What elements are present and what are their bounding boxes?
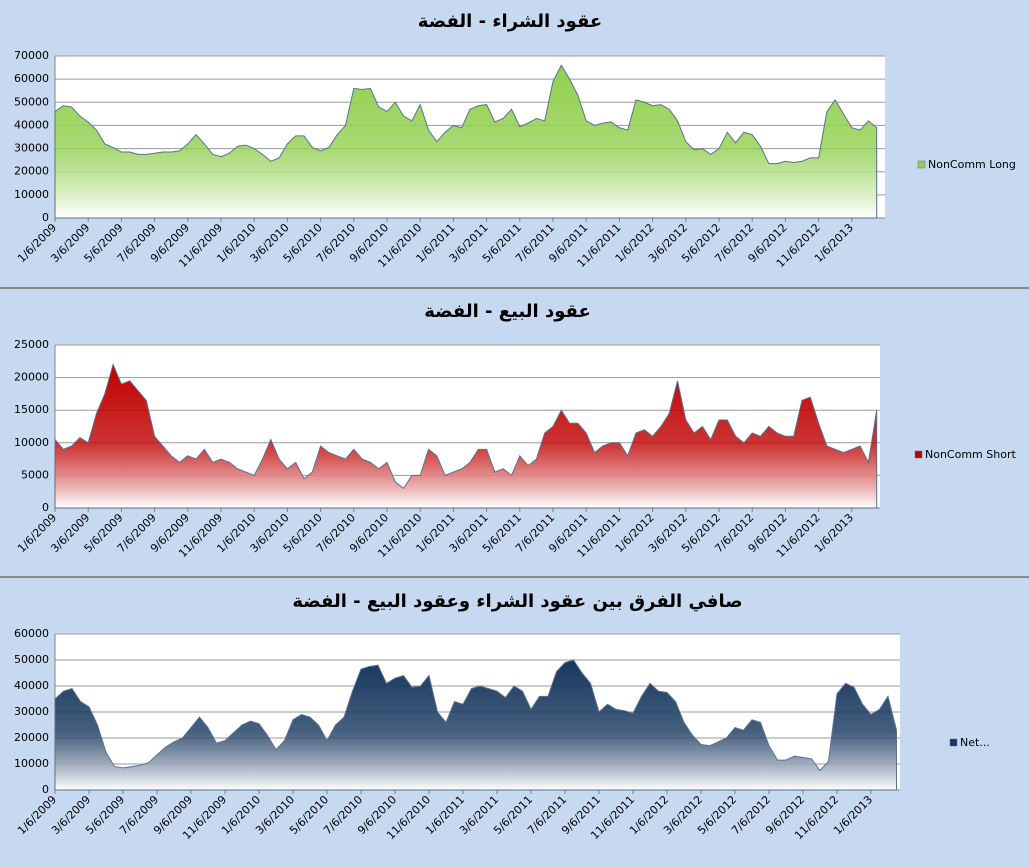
y-tick-label: 70000 [14,49,49,62]
legend-label: NonComm Long [928,158,1016,171]
y-tick-label: 10000 [14,188,49,201]
chart-title: صافي الفرق بين عقود الشراء وعقود البيع -… [292,591,742,612]
y-tick-label: 15000 [14,403,49,416]
y-tick-label: 0 [42,501,49,514]
y-tick-label: 20000 [14,371,49,384]
y-tick-label: 0 [42,783,49,796]
y-tick-label: 40000 [14,118,49,131]
y-tick-label: 60000 [14,627,49,640]
chart-title: عقود البيع - الفضة [424,301,591,322]
y-tick-label: 50000 [14,653,49,666]
y-tick-label: 40000 [14,679,49,692]
y-tick-label: 5000 [21,468,49,481]
y-tick-label: 10000 [14,757,49,770]
chart-title: عقود الشراء - الفضة [418,11,602,32]
y-tick-label: 10000 [14,436,49,449]
area [54,363,878,509]
area [54,659,897,791]
legend-label: NonComm Short [925,448,1016,461]
legend-swatch [917,160,926,169]
area [54,64,878,219]
legend-swatch [949,738,958,747]
y-tick-label: 20000 [14,731,49,744]
y-tick-label: 25000 [14,338,49,351]
y-tick-label: 50000 [14,95,49,108]
y-tick-label: 30000 [14,142,49,155]
y-tick-label: 60000 [14,72,49,85]
y-tick-label: 20000 [14,165,49,178]
y-tick-label: 0 [42,211,49,224]
legend-swatch [914,450,923,459]
y-tick-label: 30000 [14,705,49,718]
legend-label: Net... [960,736,990,749]
